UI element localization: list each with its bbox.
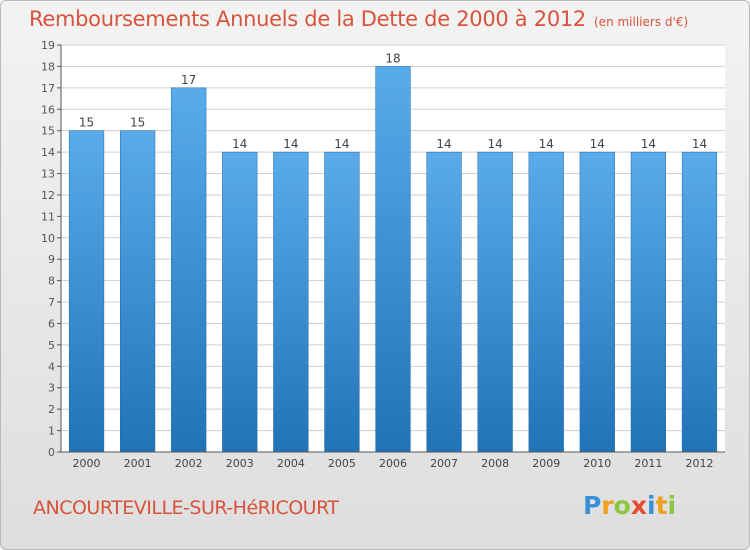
bar-2007 <box>426 151 462 453</box>
data-label: 14 <box>692 137 707 151</box>
bar-2011 <box>630 151 667 453</box>
bar-2005 <box>324 151 360 453</box>
y-tick-label: 7 <box>48 296 55 309</box>
bar-2008 <box>477 151 513 453</box>
data-label: 14 <box>641 137 656 151</box>
y-tick-label: 15 <box>41 125 55 138</box>
x-tick-label: 2001 <box>124 457 152 470</box>
y-tick-label: 14 <box>41 146 55 159</box>
y-tick-label: 9 <box>48 253 55 266</box>
bar-2012 <box>681 151 718 453</box>
y-tick-label: 2 <box>48 403 55 416</box>
x-tick-label: 2009 <box>532 457 560 470</box>
x-tick-label: 2012 <box>685 457 713 470</box>
y-tick-label: 1 <box>48 425 55 438</box>
x-tick-label: 2002 <box>175 457 203 470</box>
y-tick-label: 4 <box>48 360 55 373</box>
bar-2006 <box>375 66 411 453</box>
x-tick-label: 2008 <box>481 457 509 470</box>
x-tick-label: 2007 <box>430 457 458 470</box>
proxiti-logo: Proxiti <box>583 491 677 520</box>
y-tick-label: 13 <box>41 168 55 181</box>
data-label: 14 <box>232 137 247 151</box>
data-label: 18 <box>385 51 400 65</box>
bar-2000 <box>68 130 105 453</box>
bar-2002 <box>171 87 207 453</box>
data-label: 14 <box>488 137 503 151</box>
data-label: 14 <box>539 137 554 151</box>
chart-unit: (en milliers d'€) <box>594 15 689 29</box>
x-tick-label: 2000 <box>73 457 101 470</box>
chart-title-text: Remboursements Annuels de la Dette de 20… <box>29 7 586 31</box>
y-tick-label: 19 <box>41 39 55 52</box>
data-label: 14 <box>436 137 451 151</box>
y-tick-label: 10 <box>41 232 55 245</box>
x-tick-label: 2011 <box>634 457 662 470</box>
chart-title: Remboursements Annuels de la Dette de 20… <box>29 7 688 31</box>
bar-2010 <box>579 151 615 453</box>
data-label: 14 <box>283 137 298 151</box>
data-label: 14 <box>590 137 605 151</box>
place-name: ANCOURTEVILLE-SUR-HéRICOURT <box>33 497 339 519</box>
y-tick-label: 18 <box>41 60 55 73</box>
data-label: 15 <box>79 116 94 130</box>
y-tick-label: 6 <box>48 317 55 330</box>
bar-2004 <box>273 151 309 453</box>
y-tick-label: 5 <box>48 339 55 352</box>
bar-2003 <box>222 151 258 453</box>
y-tick-label: 3 <box>48 382 55 395</box>
bar-2009 <box>528 151 564 453</box>
y-tick-label: 17 <box>41 82 55 95</box>
x-tick-label: 2003 <box>226 457 254 470</box>
data-label: 14 <box>334 137 349 151</box>
data-label: 15 <box>130 116 145 130</box>
y-tick-label: 8 <box>48 275 55 288</box>
y-tick-label: 16 <box>41 103 55 116</box>
y-tick-label: 11 <box>41 210 55 223</box>
x-tick-label: 2010 <box>583 457 611 470</box>
x-tick-label: 2004 <box>277 457 305 470</box>
x-tick-label: 2006 <box>379 457 407 470</box>
data-label: 17 <box>181 73 196 87</box>
x-tick-label: 2005 <box>328 457 356 470</box>
y-tick-label: 0 <box>48 446 55 459</box>
y-tick-label: 12 <box>41 189 55 202</box>
bar-2001 <box>119 130 156 453</box>
